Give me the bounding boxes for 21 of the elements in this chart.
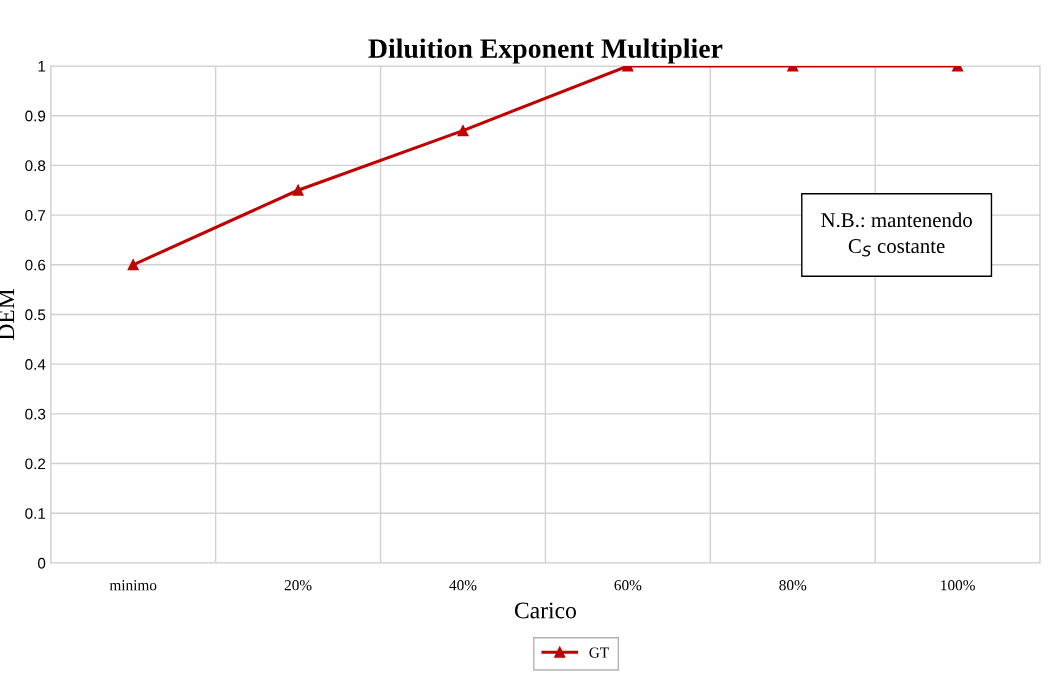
x-tick-label: 60% bbox=[614, 580, 642, 591]
y-tick-label: 0.5 bbox=[25, 309, 46, 321]
y-tick-label: 0.3 bbox=[25, 408, 46, 420]
x-tick-label: minimo bbox=[109, 580, 157, 591]
x-tick-label: 80% bbox=[779, 580, 807, 591]
y-tick-label: 0 bbox=[37, 557, 46, 569]
x-tick-label: 40% bbox=[449, 580, 477, 591]
x-tick-label: 100% bbox=[941, 580, 975, 591]
y-tick-label: 0.6 bbox=[25, 259, 46, 271]
y-tick-label: 0.9 bbox=[25, 110, 46, 122]
y-tick-label: 1 bbox=[38, 61, 46, 72]
legend-label: GT bbox=[589, 647, 609, 658]
chart-title: Diluition Exponent Multiplier bbox=[368, 38, 723, 64]
x-axis-title: Carico bbox=[514, 602, 576, 619]
y-tick-label: 0.7 bbox=[25, 209, 46, 221]
annotation: N.B.: mantenendo C$_{S}$ costante bbox=[821, 212, 972, 257]
x-tick-label: 20% bbox=[284, 580, 312, 591]
y-tick-label: 0.2 bbox=[25, 458, 46, 470]
y-tick-label: 0.4 bbox=[25, 359, 46, 370]
y-tick-label: 0.1 bbox=[25, 508, 46, 519]
y-tick-label: 0.8 bbox=[25, 160, 46, 172]
